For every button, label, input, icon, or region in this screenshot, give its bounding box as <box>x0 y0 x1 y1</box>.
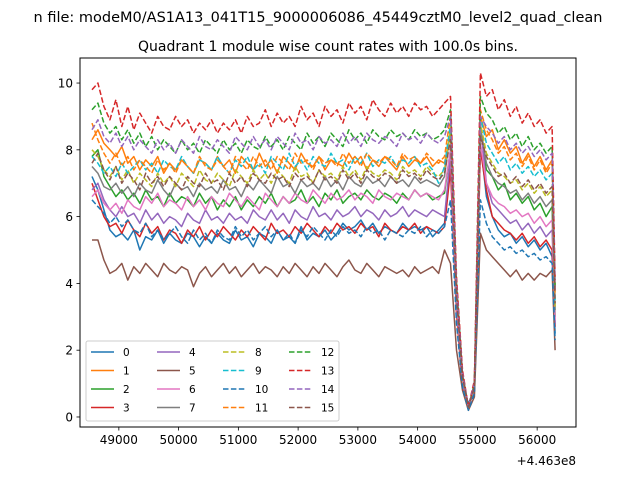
legend-label-13: 13 <box>321 366 334 378</box>
legend-label-8: 8 <box>255 347 262 359</box>
x-axis: 49000 50000 51000 52000 53000 54000 55000 56000 <box>100 427 556 447</box>
series-line-5 <box>92 232 556 412</box>
y-axis: 0 2 4 6 8 10 <box>58 77 80 424</box>
series-line-12 <box>91 95 556 408</box>
x-tick-label: 50000 <box>160 433 198 447</box>
legend-label-10: 10 <box>255 384 268 396</box>
legend-label-3: 3 <box>123 403 130 415</box>
figure-suptitle: n file: modeM0/AS1A13_041T15_9000006086_… <box>34 10 603 26</box>
series-line-15 <box>91 135 556 408</box>
x-tick-label: 53000 <box>339 433 377 447</box>
x-tick-label: 56000 <box>518 433 556 447</box>
legend-label-9: 9 <box>255 366 262 378</box>
legend-label-2: 2 <box>123 384 130 396</box>
y-tick-label: 4 <box>65 277 73 291</box>
series-layer <box>91 72 556 412</box>
x-offset-label: +4.463e8 <box>517 454 576 468</box>
x-tick-label: 54000 <box>399 433 437 447</box>
series-line-10 <box>91 199 556 412</box>
legend-label-5: 5 <box>189 366 196 378</box>
x-tick-label: 51000 <box>219 433 257 447</box>
legend-label-1: 1 <box>123 366 130 378</box>
chart-title: Quadrant 1 module wise count rates with … <box>138 39 518 55</box>
x-tick-label: 52000 <box>279 433 317 447</box>
x-tick-label: 49000 <box>100 433 138 447</box>
y-tick-label: 10 <box>58 77 73 91</box>
legend-label-4: 4 <box>189 347 196 359</box>
legend-label-0: 0 <box>123 347 130 359</box>
y-tick-label: 2 <box>65 344 73 358</box>
y-tick-label: 0 <box>65 410 73 424</box>
legend-label-11: 11 <box>255 403 268 415</box>
y-tick-label: 6 <box>65 210 73 224</box>
legend-label-15: 15 <box>321 403 334 415</box>
legend-label-12: 12 <box>321 347 334 359</box>
legend-box <box>85 340 340 422</box>
plot-frame <box>79 57 577 428</box>
series-line-13 <box>91 72 556 408</box>
legend-label-6: 6 <box>189 384 196 396</box>
x-tick-label: 55000 <box>458 433 496 447</box>
series-line-14 <box>91 115 556 408</box>
legend-label-7: 7 <box>189 403 196 415</box>
y-tick-label: 8 <box>65 143 73 157</box>
legend-label-14: 14 <box>321 384 335 396</box>
